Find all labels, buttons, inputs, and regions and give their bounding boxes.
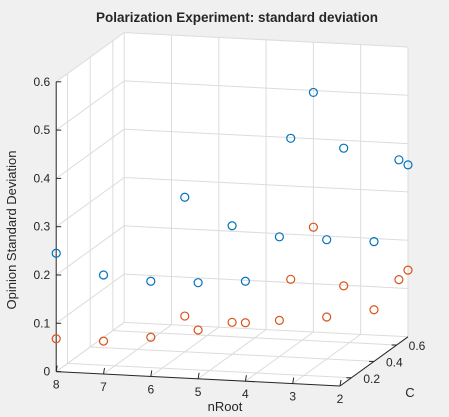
y-tick-label: 0.2 — [363, 372, 380, 386]
data-marker — [98, 336, 109, 346]
data-marker — [51, 334, 61, 344]
data-marker — [180, 192, 190, 202]
data-marker — [274, 315, 284, 325]
grid-line-floor-y — [112, 330, 397, 346]
y-axis-label: C — [405, 385, 414, 400]
data-marker — [286, 274, 296, 284]
grid-line-back-z — [124, 321, 409, 338]
z-tick-label: 0 — [44, 365, 51, 379]
grid-line-back-z — [124, 128, 409, 145]
grid-line-side-z — [55, 32, 125, 83]
grid-line-back-z — [124, 225, 409, 241]
data-marker — [322, 312, 332, 322]
grid-line-side-z — [55, 225, 125, 276]
y-tick-label: 0.4 — [386, 355, 403, 369]
data-marker — [146, 332, 156, 342]
z-tick-label: 0.4 — [34, 171, 51, 185]
grid-line-back-z — [124, 32, 409, 48]
data-marker — [322, 235, 332, 245]
data-marker — [394, 155, 404, 165]
data-marker — [51, 248, 61, 258]
data-marker — [339, 143, 349, 153]
x-tick-label: 2 — [337, 392, 344, 406]
z-tick-label: 0.2 — [34, 268, 51, 282]
data-marker — [308, 87, 318, 98]
grid-line-side-z — [55, 177, 125, 228]
grid-line-side-z — [55, 321, 125, 373]
data-marker — [308, 222, 318, 232]
grid-line-side-z — [55, 80, 125, 131]
grid-line-side-z — [55, 128, 125, 179]
data-marker — [227, 221, 237, 231]
data-marker — [240, 318, 250, 328]
z-tick-label: 0.5 — [34, 123, 51, 137]
data-marker — [240, 276, 250, 286]
data-marker — [369, 237, 379, 247]
grid-line-side-z — [55, 273, 125, 324]
x-tick-label: 6 — [147, 382, 154, 396]
z-tick-label: 0.6 — [34, 75, 51, 89]
data-marker — [403, 265, 413, 275]
data-marker — [146, 276, 156, 286]
data-marker — [227, 317, 237, 327]
tick-labels: 2 3 4 5 6 7 8 0.2 0.4 0.6 0 0.1 0.2 0.3 0.4 0.5 0.6 — [34, 75, 426, 406]
grid-line-back-z — [124, 273, 409, 289]
chart-title: Polarization Experiment: standard deviat… — [96, 10, 378, 25]
grid-line-back-z — [124, 177, 409, 193]
x-tick-label: 4 — [242, 387, 249, 401]
data-marker — [339, 281, 349, 291]
grid-line-back-z — [124, 80, 409, 96]
data-markers — [51, 87, 413, 346]
data-marker — [193, 278, 203, 288]
x-tick-label: 8 — [53, 378, 60, 392]
x-tick-mark — [339, 379, 342, 387]
grid-line-floor-y — [67, 362, 352, 379]
grid-line-floor-y — [90, 346, 375, 362]
data-marker — [180, 311, 190, 321]
data-marker — [403, 160, 413, 170]
x-tick-mark — [103, 367, 105, 375]
x-tick-mark — [292, 377, 295, 384]
x-tick-label: 5 — [195, 385, 202, 399]
data-marker — [98, 270, 109, 280]
data-marker — [369, 305, 379, 315]
data-marker — [274, 232, 284, 242]
data-marker — [193, 325, 203, 335]
x-axis-label: nRoot — [208, 399, 243, 414]
x-tick-mark — [150, 370, 153, 377]
data-marker — [394, 275, 404, 285]
x-tick-mark — [55, 365, 58, 372]
z-axis-label: Opinion Standard Deviation — [4, 151, 19, 310]
x-tick-mark — [244, 375, 247, 382]
x-tick-mark — [197, 372, 200, 379]
z-tick-label: 0.1 — [34, 316, 51, 330]
z-tick-label: 0.3 — [34, 220, 51, 234]
data-marker — [286, 133, 296, 143]
x-tick-label: 7 — [100, 380, 107, 394]
x-tick-label: 3 — [289, 390, 296, 404]
y-tick-label: 0.6 — [409, 339, 426, 353]
